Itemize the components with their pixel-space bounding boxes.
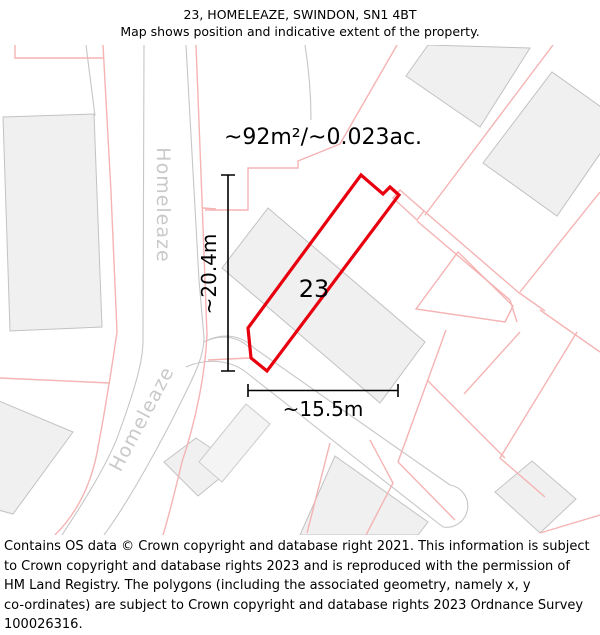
parcel-line bbox=[0, 377, 111, 384]
building-top-right-1 bbox=[405, 45, 531, 128]
width-measure: ~15.5m bbox=[247, 384, 399, 421]
property-number-label: 23 bbox=[299, 275, 330, 303]
page-subtitle: Map shows position and indicative extent… bbox=[120, 24, 480, 39]
page-title: 23, HOMELEAZE, SWINDON, SN1 4BT bbox=[183, 7, 417, 22]
building-bottom-wedge bbox=[299, 455, 429, 535]
map-header: 23, HOMELEAZE, SWINDON, SN1 4BT Map show… bbox=[0, 0, 600, 40]
parcel-lines bbox=[0, 45, 600, 535]
parcel-line bbox=[392, 189, 425, 222]
parcel-line bbox=[306, 442, 331, 534]
parcel-line bbox=[424, 45, 554, 216]
road-lines bbox=[61, 45, 469, 535]
parcel-line bbox=[202, 207, 217, 210]
height-measure-label: ~20.4m bbox=[197, 234, 221, 315]
building-bottom-outline-diamond bbox=[198, 403, 271, 483]
footer-line: Contains OS data © Crown copyright and d… bbox=[4, 539, 590, 554]
road-edge-left bbox=[61, 45, 145, 535]
footer-line: HM Land Registry. The polygons (includin… bbox=[4, 578, 531, 593]
parcel-line bbox=[519, 191, 600, 293]
building-terrace-under-property bbox=[221, 207, 426, 404]
parcel-line bbox=[463, 331, 521, 395]
parcel-line bbox=[416, 210, 546, 323]
parcel-line bbox=[397, 329, 456, 521]
building-left-block bbox=[2, 113, 103, 332]
building-footprints bbox=[0, 45, 600, 535]
parcel-line bbox=[539, 309, 600, 353]
width-measure-line bbox=[247, 384, 399, 397]
parcel-line bbox=[339, 45, 398, 145]
width-measure-label: ~15.5m bbox=[283, 397, 364, 421]
parcel-line bbox=[205, 143, 341, 211]
parcel-line bbox=[426, 379, 506, 459]
area-label: ~92m²/~0.023ac. bbox=[224, 125, 422, 150]
footer-copyright-text: Contains OS data © Crown copyright and d… bbox=[4, 537, 594, 635]
footer-line: to Crown copyright and database rights 2… bbox=[4, 558, 570, 574]
parcel-line bbox=[162, 45, 208, 535]
rear-path-outline bbox=[185, 335, 469, 528]
parcel-line bbox=[414, 250, 514, 323]
road-edge-right bbox=[103, 45, 205, 535]
road-stub-top-center bbox=[304, 45, 312, 121]
height-measure-line bbox=[221, 174, 235, 372]
parcel-line bbox=[54, 45, 118, 535]
map-svg: ~20.4m ~15.5m ~92m²/~0.023ac. 23 Homelea… bbox=[0, 45, 600, 535]
building-top-right-2 bbox=[482, 71, 600, 217]
parcel-line bbox=[14, 45, 104, 59]
footer-line: co-ordinates) are subject to Crown copyr… bbox=[4, 597, 584, 613]
property-outline-polygon bbox=[246, 172, 402, 374]
building-bottom-left-diamond bbox=[0, 400, 74, 515]
map-canvas: ~20.4m ~15.5m ~92m²/~0.023ac. 23 Homelea… bbox=[0, 45, 600, 535]
parcel-line bbox=[365, 439, 394, 535]
street-label-homeleaze-diagonal: Homeleaze bbox=[105, 363, 179, 475]
parcel-line bbox=[539, 514, 600, 534]
building-bottom-right-diamond bbox=[494, 460, 577, 534]
parcel-line bbox=[499, 331, 578, 498]
height-measure: ~20.4m bbox=[197, 174, 235, 372]
road-stub-top-left bbox=[85, 45, 96, 117]
street-label-homeleaze-vertical: Homeleaze bbox=[152, 147, 174, 262]
